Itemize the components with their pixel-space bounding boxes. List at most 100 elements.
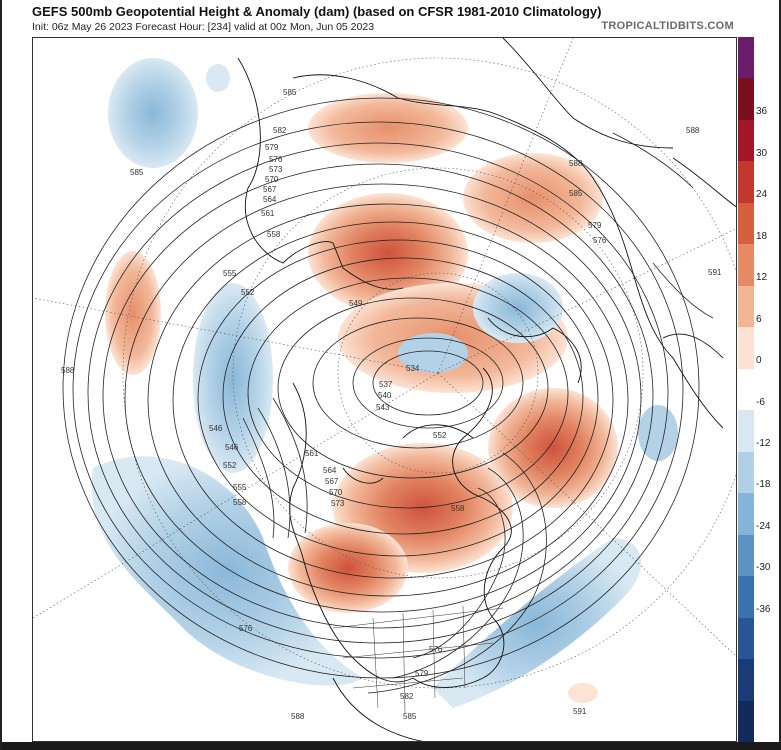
colorbar-label: 18 xyxy=(756,230,768,242)
map-title: GEFS 500mb Geopotential Height & Anomaly… xyxy=(32,4,602,19)
contour-label: 588 xyxy=(686,126,700,135)
colorbar-label: -36 xyxy=(756,603,771,615)
anomaly-neg-pacific-nw xyxy=(108,58,198,168)
colorbar-segment xyxy=(738,244,754,287)
contour-label: 534 xyxy=(406,364,420,373)
colorbar-label: -12 xyxy=(756,437,771,449)
contour-label: 555 xyxy=(223,269,237,278)
contour-labels: 585 582 579 576 573 570 567 564 561 558 … xyxy=(61,88,722,721)
colorbar-segment xyxy=(738,37,754,79)
contour-label: 537 xyxy=(379,380,393,389)
colorbar-label: -24 xyxy=(756,520,771,532)
colorbar-segment xyxy=(738,410,754,453)
anomaly-neg-ural xyxy=(473,273,563,343)
colorbar-segment xyxy=(738,659,754,702)
contour-label: 579 xyxy=(415,669,429,678)
contour-label: 573 xyxy=(269,165,283,174)
anomaly-neg-north-pacific xyxy=(91,456,364,686)
contour-label: 546 xyxy=(209,424,223,433)
contour-label: 573 xyxy=(331,499,345,508)
contour-label: 549 xyxy=(349,299,363,308)
contour-label: 591 xyxy=(573,707,587,716)
colorbar-segment xyxy=(738,451,754,494)
height-contours xyxy=(62,97,714,694)
colorbar-label: 36 xyxy=(756,106,768,118)
contour-label: 558 xyxy=(267,230,281,239)
colorbar-segment xyxy=(738,576,754,619)
contour-label: 552 xyxy=(241,288,255,297)
contour-label: 579 xyxy=(588,221,602,230)
colorbar-label: 6 xyxy=(756,313,762,325)
contour-label: 564 xyxy=(263,195,277,204)
colorbar-label: -18 xyxy=(756,479,771,491)
colorbar-label: 30 xyxy=(756,147,768,159)
contour-label: 585 xyxy=(569,189,583,198)
colorbar-label: 12 xyxy=(756,272,768,284)
contour-label: 588 xyxy=(61,366,75,375)
coastlines xyxy=(237,38,736,741)
anomaly-neg-siberia xyxy=(193,283,273,473)
colorbar-segment xyxy=(738,368,754,411)
brand-watermark: TROPICALTIDBITS.COM xyxy=(601,20,734,32)
contour-label: 555 xyxy=(233,483,247,492)
colorbar-label: -30 xyxy=(756,562,771,574)
contour-label: 540 xyxy=(378,391,392,400)
contour-label: 552 xyxy=(223,461,237,470)
anomaly-neg-small xyxy=(206,64,230,92)
contour-label: 570 xyxy=(265,175,279,184)
anomaly-colorbar: 36 30 24 18 12 6 0 -6 -12 -18 -24 -30 -36 xyxy=(738,37,781,743)
contour-label: 570 xyxy=(329,488,343,497)
map-canvas: 585 582 579 576 573 570 567 564 561 558 … xyxy=(33,38,736,741)
contour-label: 585 xyxy=(130,168,144,177)
colorbar-label: 24 xyxy=(756,189,768,201)
colorbar-label: -6 xyxy=(756,396,765,408)
contour-label: 588 xyxy=(569,159,583,168)
bottom-border xyxy=(2,742,781,750)
contour-label: 582 xyxy=(273,126,287,135)
contour-label: 552 xyxy=(433,431,447,440)
contour-label: 543 xyxy=(376,403,390,412)
contour-label: 558 xyxy=(233,498,247,507)
anomaly-pos-europe-north xyxy=(308,93,468,163)
contour-label: 567 xyxy=(263,185,277,194)
contour-label: 588 xyxy=(291,712,305,721)
contour-label: 564 xyxy=(323,466,337,475)
contour-label: 558 xyxy=(451,504,465,513)
polar-stereographic-map: 585 582 579 576 573 570 567 564 561 558 … xyxy=(32,37,737,742)
contour-label: 561 xyxy=(305,449,319,458)
anomaly-pos-small-se xyxy=(568,683,598,703)
anomaly-pos-scandinavia xyxy=(308,193,468,313)
graticule xyxy=(33,38,736,689)
contour-label: 585 xyxy=(283,88,297,97)
contour-label: 546 xyxy=(225,443,239,452)
contour-label: 561 xyxy=(261,209,275,218)
colorbar-segment xyxy=(738,119,754,162)
colorbar-segment xyxy=(738,493,754,536)
contour-label: 579 xyxy=(265,143,279,152)
colorbar-segment xyxy=(738,161,754,204)
colorbar-segment xyxy=(738,700,754,743)
anomaly-pos-atlantic xyxy=(488,388,618,508)
contour-label: 576 xyxy=(239,624,253,633)
anomaly-pos-nw-us xyxy=(288,523,408,613)
contour-label: 567 xyxy=(325,477,339,486)
colorbar-segment xyxy=(738,202,754,245)
contour-label: 576 xyxy=(269,155,283,164)
political-borders xyxy=(332,605,504,714)
contour-label: 576 xyxy=(429,645,443,654)
contour-label: 585 xyxy=(403,712,417,721)
anomaly-neg-east-us xyxy=(433,538,642,708)
colorbar-segment xyxy=(738,78,754,121)
colorbar-segment xyxy=(738,285,754,328)
contour-label: 591 xyxy=(708,268,722,277)
anomaly-shading xyxy=(91,58,678,708)
anomaly-pos-greenland xyxy=(463,153,603,243)
colorbar-label: 0 xyxy=(756,355,762,367)
contour-label: 576 xyxy=(593,236,607,245)
colorbar-segment xyxy=(738,327,754,370)
colorbar-segment xyxy=(738,617,754,660)
map-subtitle: Init: 06z May 26 2023 Forecast Hour: [23… xyxy=(32,21,375,33)
anomaly-pos-pacific xyxy=(105,251,161,375)
colorbar-segment xyxy=(738,534,754,577)
